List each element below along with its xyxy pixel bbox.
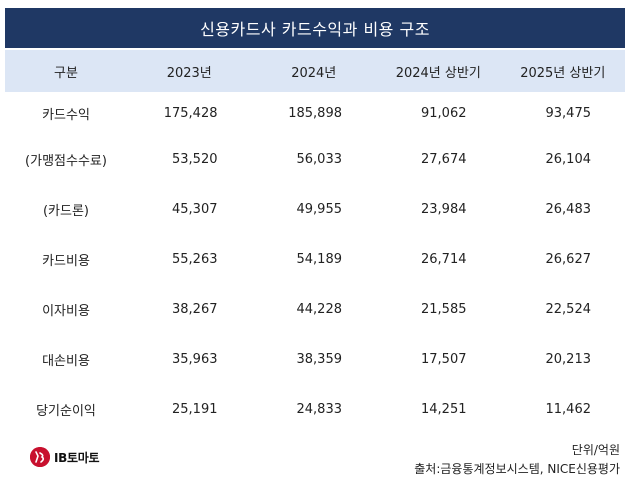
- table-cell: 175,428: [163, 105, 218, 121]
- table-cell: 93,475: [545, 105, 592, 121]
- table-cell: 26,627: [545, 251, 592, 267]
- header-row: 구분 2023년 2024년 2024년 상반기 2025년 상반기: [5, 50, 625, 92]
- table-cell: 22,524: [545, 301, 592, 317]
- table-cell: 38,267: [172, 301, 218, 317]
- table-cell: 56,033: [296, 151, 343, 167]
- table-body: 카드수익 175,428 185,898 91,062 93,475 (가맹점수…: [5, 92, 625, 434]
- table-row: 대손비용 35,963 38,359 17,507 20,213: [5, 334, 625, 384]
- table-title: 신용카드사 카드수익과 비용 구조: [5, 8, 625, 48]
- table-cell: 44,228: [296, 301, 343, 317]
- table-cell: 91,062: [421, 105, 467, 121]
- table-cell: 49,955: [296, 201, 343, 217]
- table-cell: 17,507: [421, 351, 467, 367]
- table-cell: 27,674: [421, 151, 467, 167]
- row-label: (카드론): [42, 203, 90, 219]
- table-cell: 185,898: [288, 105, 342, 121]
- row-label: 당기순이익: [36, 403, 96, 419]
- ib-tomato-logo: IB토마토: [30, 447, 100, 467]
- row-label: 카드수익: [42, 107, 90, 123]
- row-label: 카드비용: [42, 253, 90, 269]
- table-row: 당기순이익 25,191 24,833 14,251 11,462: [5, 384, 625, 434]
- table-row: 카드수익 175,428 185,898 91,062 93,475: [5, 92, 625, 134]
- row-label: 이자비용: [42, 303, 90, 319]
- table-cell: 26,104: [545, 151, 592, 167]
- table-row: 카드비용 55,263 54,189 26,714 26,627: [5, 234, 625, 284]
- table-cell: 26,714: [421, 251, 467, 267]
- data-table: 구분 2023년 2024년 2024년 상반기 2025년 상반기 카드수익 …: [5, 50, 625, 434]
- row-label: 대손비용: [42, 353, 90, 369]
- header-col-2025-h1: 2025년 상반기: [500, 50, 625, 92]
- table-row: 이자비용 38,267 44,228 21,585 22,524: [5, 284, 625, 334]
- table-row: (카드론) 45,307 49,955 23,984 26,483: [5, 184, 625, 234]
- table-cell: 24,833: [296, 401, 343, 417]
- row-label: (가맹점수수료): [25, 153, 107, 169]
- table-cell: 11,462: [545, 401, 592, 417]
- table-cell: 54,189: [296, 251, 343, 267]
- header-col-2023: 2023년: [127, 50, 252, 92]
- table-cell: 25,191: [172, 401, 218, 417]
- header-col-2024-h1: 2024년 상반기: [376, 50, 501, 92]
- table-cell: 26,483: [545, 201, 592, 217]
- table-cell: 14,251: [421, 401, 467, 417]
- table-cell: 35,963: [172, 351, 218, 367]
- header-label: 구분: [5, 50, 127, 92]
- table-row: (가맹점수수료) 53,520 56,033 27,674 26,104: [5, 134, 625, 184]
- header-col-2024: 2024년: [251, 50, 376, 92]
- tomato-icon: [30, 447, 50, 467]
- table-cell: 20,213: [545, 351, 592, 367]
- table-cell: 21,585: [421, 301, 467, 317]
- table-cell: 55,263: [172, 251, 218, 267]
- table-cell: 23,984: [421, 201, 467, 217]
- table-cell: 53,520: [172, 151, 218, 167]
- source-note: 출처:금융통계정보시스템, NICE신용평가: [414, 462, 620, 476]
- table-cell: 45,307: [172, 201, 218, 217]
- logo-text: IB토마토: [54, 450, 100, 465]
- table-cell: 38,359: [296, 351, 343, 367]
- unit-note: 단위/억원: [571, 443, 620, 457]
